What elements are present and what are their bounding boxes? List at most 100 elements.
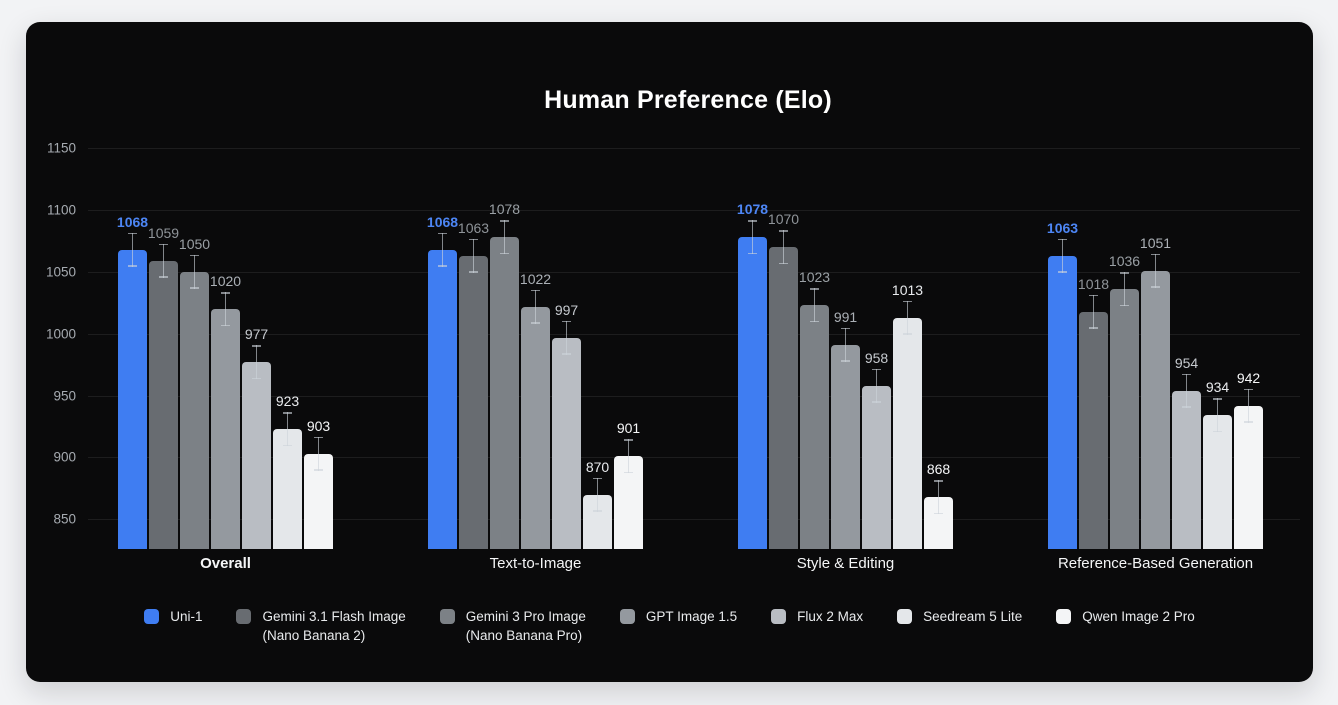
error-bar <box>224 292 227 327</box>
legend-item[interactable]: GPT Image 1.5 <box>619 608 738 627</box>
plot-area: 850 900 950 1000 1050 1100 1150 1068 1059 1050 102… <box>26 22 1313 682</box>
gridline <box>88 395 1300 397</box>
bar <box>242 362 271 549</box>
legend-label: Seedream 5 Lite <box>923 609 1023 624</box>
error-bar <box>565 320 568 355</box>
error-bar-cap <box>1151 253 1160 256</box>
bar-value-label: 997 <box>554 301 579 318</box>
bar-value-label: 1078 <box>736 201 769 218</box>
error-bar-cap <box>903 333 912 335</box>
error-bar <box>1216 398 1219 433</box>
error-bar-cap <box>1058 238 1067 241</box>
error-bar-cap <box>841 327 850 330</box>
gridline <box>88 271 1300 273</box>
bar-value-label: 901 <box>616 420 641 437</box>
legend-label: Uni-1 <box>170 609 203 624</box>
bar <box>459 255 488 549</box>
error-bar <box>1185 373 1188 408</box>
bar <box>118 249 147 549</box>
bar-value-label: 870 <box>585 458 610 475</box>
gridline <box>88 457 1300 459</box>
legend-item[interactable]: Uni-1 <box>144 608 202 627</box>
legend-label: Flux 2 Max <box>797 609 864 624</box>
legend-swatch <box>771 609 787 624</box>
bar-value-label: 1059 <box>147 224 180 241</box>
bar <box>769 247 798 549</box>
bar-value-label: 868 <box>926 461 951 478</box>
error-bar-cap <box>779 262 788 265</box>
error-bar-cap <box>128 265 137 267</box>
error-bar-cap <box>252 345 261 347</box>
category-label: Reference-Based Generation <box>1057 555 1254 572</box>
error-bar-cap <box>1120 272 1129 274</box>
error-bar-cap <box>1244 388 1253 391</box>
bar-value-label: 1020 <box>209 273 242 290</box>
error-bar-cap <box>190 287 199 289</box>
error-bar-cap <box>872 368 881 371</box>
error-bar-cap <box>748 220 757 222</box>
error-bar-cap <box>1120 304 1129 307</box>
bar <box>800 305 829 549</box>
error-bar <box>534 289 537 324</box>
bar-value-label: 1078 <box>488 201 521 218</box>
error-bar-cap <box>190 254 199 257</box>
bar <box>180 271 209 549</box>
bar-value-label: 1063 <box>457 219 490 236</box>
error-bar-cap <box>314 436 323 439</box>
y-tick-label: 1000 <box>45 326 76 342</box>
error-bar-cap <box>1089 294 1098 297</box>
bar <box>211 309 240 549</box>
bar-value-label: 954 <box>1174 354 1199 371</box>
bar-value-label: 1051 <box>1139 234 1172 251</box>
legend-label: Gemini 3 Pro Image (Nano Banana Pro) <box>465 609 586 643</box>
error-bar-cap <box>562 320 571 323</box>
bar-value-label: 903 <box>306 417 331 434</box>
error-bar <box>503 220 506 255</box>
error-bar-cap <box>1182 373 1191 376</box>
error-bar <box>255 345 258 380</box>
bar <box>738 237 767 549</box>
legend-item[interactable]: Gemini 3.1 Flash Image (Nano Banana 2) <box>236 608 406 646</box>
bar <box>521 306 550 549</box>
bar-value-label: 1050 <box>178 235 211 252</box>
error-bar-cap <box>593 477 602 480</box>
chart-legend: Uni-1 Gemini 3.1 Flash Image (Nano Banana … <box>26 608 1313 646</box>
error-bar-cap <box>810 320 819 323</box>
legend-label: GPT Image 1.5 <box>645 609 738 624</box>
error-bar-cap <box>593 510 602 512</box>
error-bar-cap <box>841 360 850 362</box>
gridline <box>88 210 1300 212</box>
legend-item[interactable]: Seedream 5 Lite <box>897 608 1022 627</box>
error-bar-cap <box>779 230 788 232</box>
bar <box>273 429 302 549</box>
error-bar <box>937 480 940 515</box>
bar-value-label: 1036 <box>1108 253 1141 270</box>
error-bar <box>1247 388 1250 423</box>
error-bar <box>1123 272 1126 307</box>
legend-item[interactable]: Gemini 3 Pro Image (Nano Banana Pro) <box>439 608 586 646</box>
legend-swatch <box>1056 609 1072 624</box>
bar-value-label: 1068 <box>116 213 149 230</box>
error-bar-cap <box>624 439 633 441</box>
error-bar-cap <box>500 220 509 222</box>
legend-item[interactable]: Flux 2 Max <box>771 608 863 627</box>
error-bar-cap <box>1213 398 1222 400</box>
bar <box>149 260 178 549</box>
category-label: Style & Editing <box>796 555 895 572</box>
category-label: Overall <box>200 555 251 572</box>
bar-value-label: 977 <box>244 326 269 343</box>
bar <box>862 385 891 549</box>
gridline <box>88 519 1300 521</box>
error-bar-cap <box>252 377 261 380</box>
bar <box>893 317 922 549</box>
error-bar <box>844 327 847 362</box>
error-bar <box>627 439 630 474</box>
error-bar-cap <box>314 469 323 471</box>
error-bar-cap <box>283 444 292 447</box>
error-bar <box>131 232 134 267</box>
error-bar-cap <box>283 412 292 414</box>
bar <box>1203 415 1232 549</box>
error-bar-cap <box>128 232 137 235</box>
legend-item[interactable]: Qwen Image 2 Pro <box>1056 608 1195 627</box>
error-bar-cap <box>624 471 633 474</box>
